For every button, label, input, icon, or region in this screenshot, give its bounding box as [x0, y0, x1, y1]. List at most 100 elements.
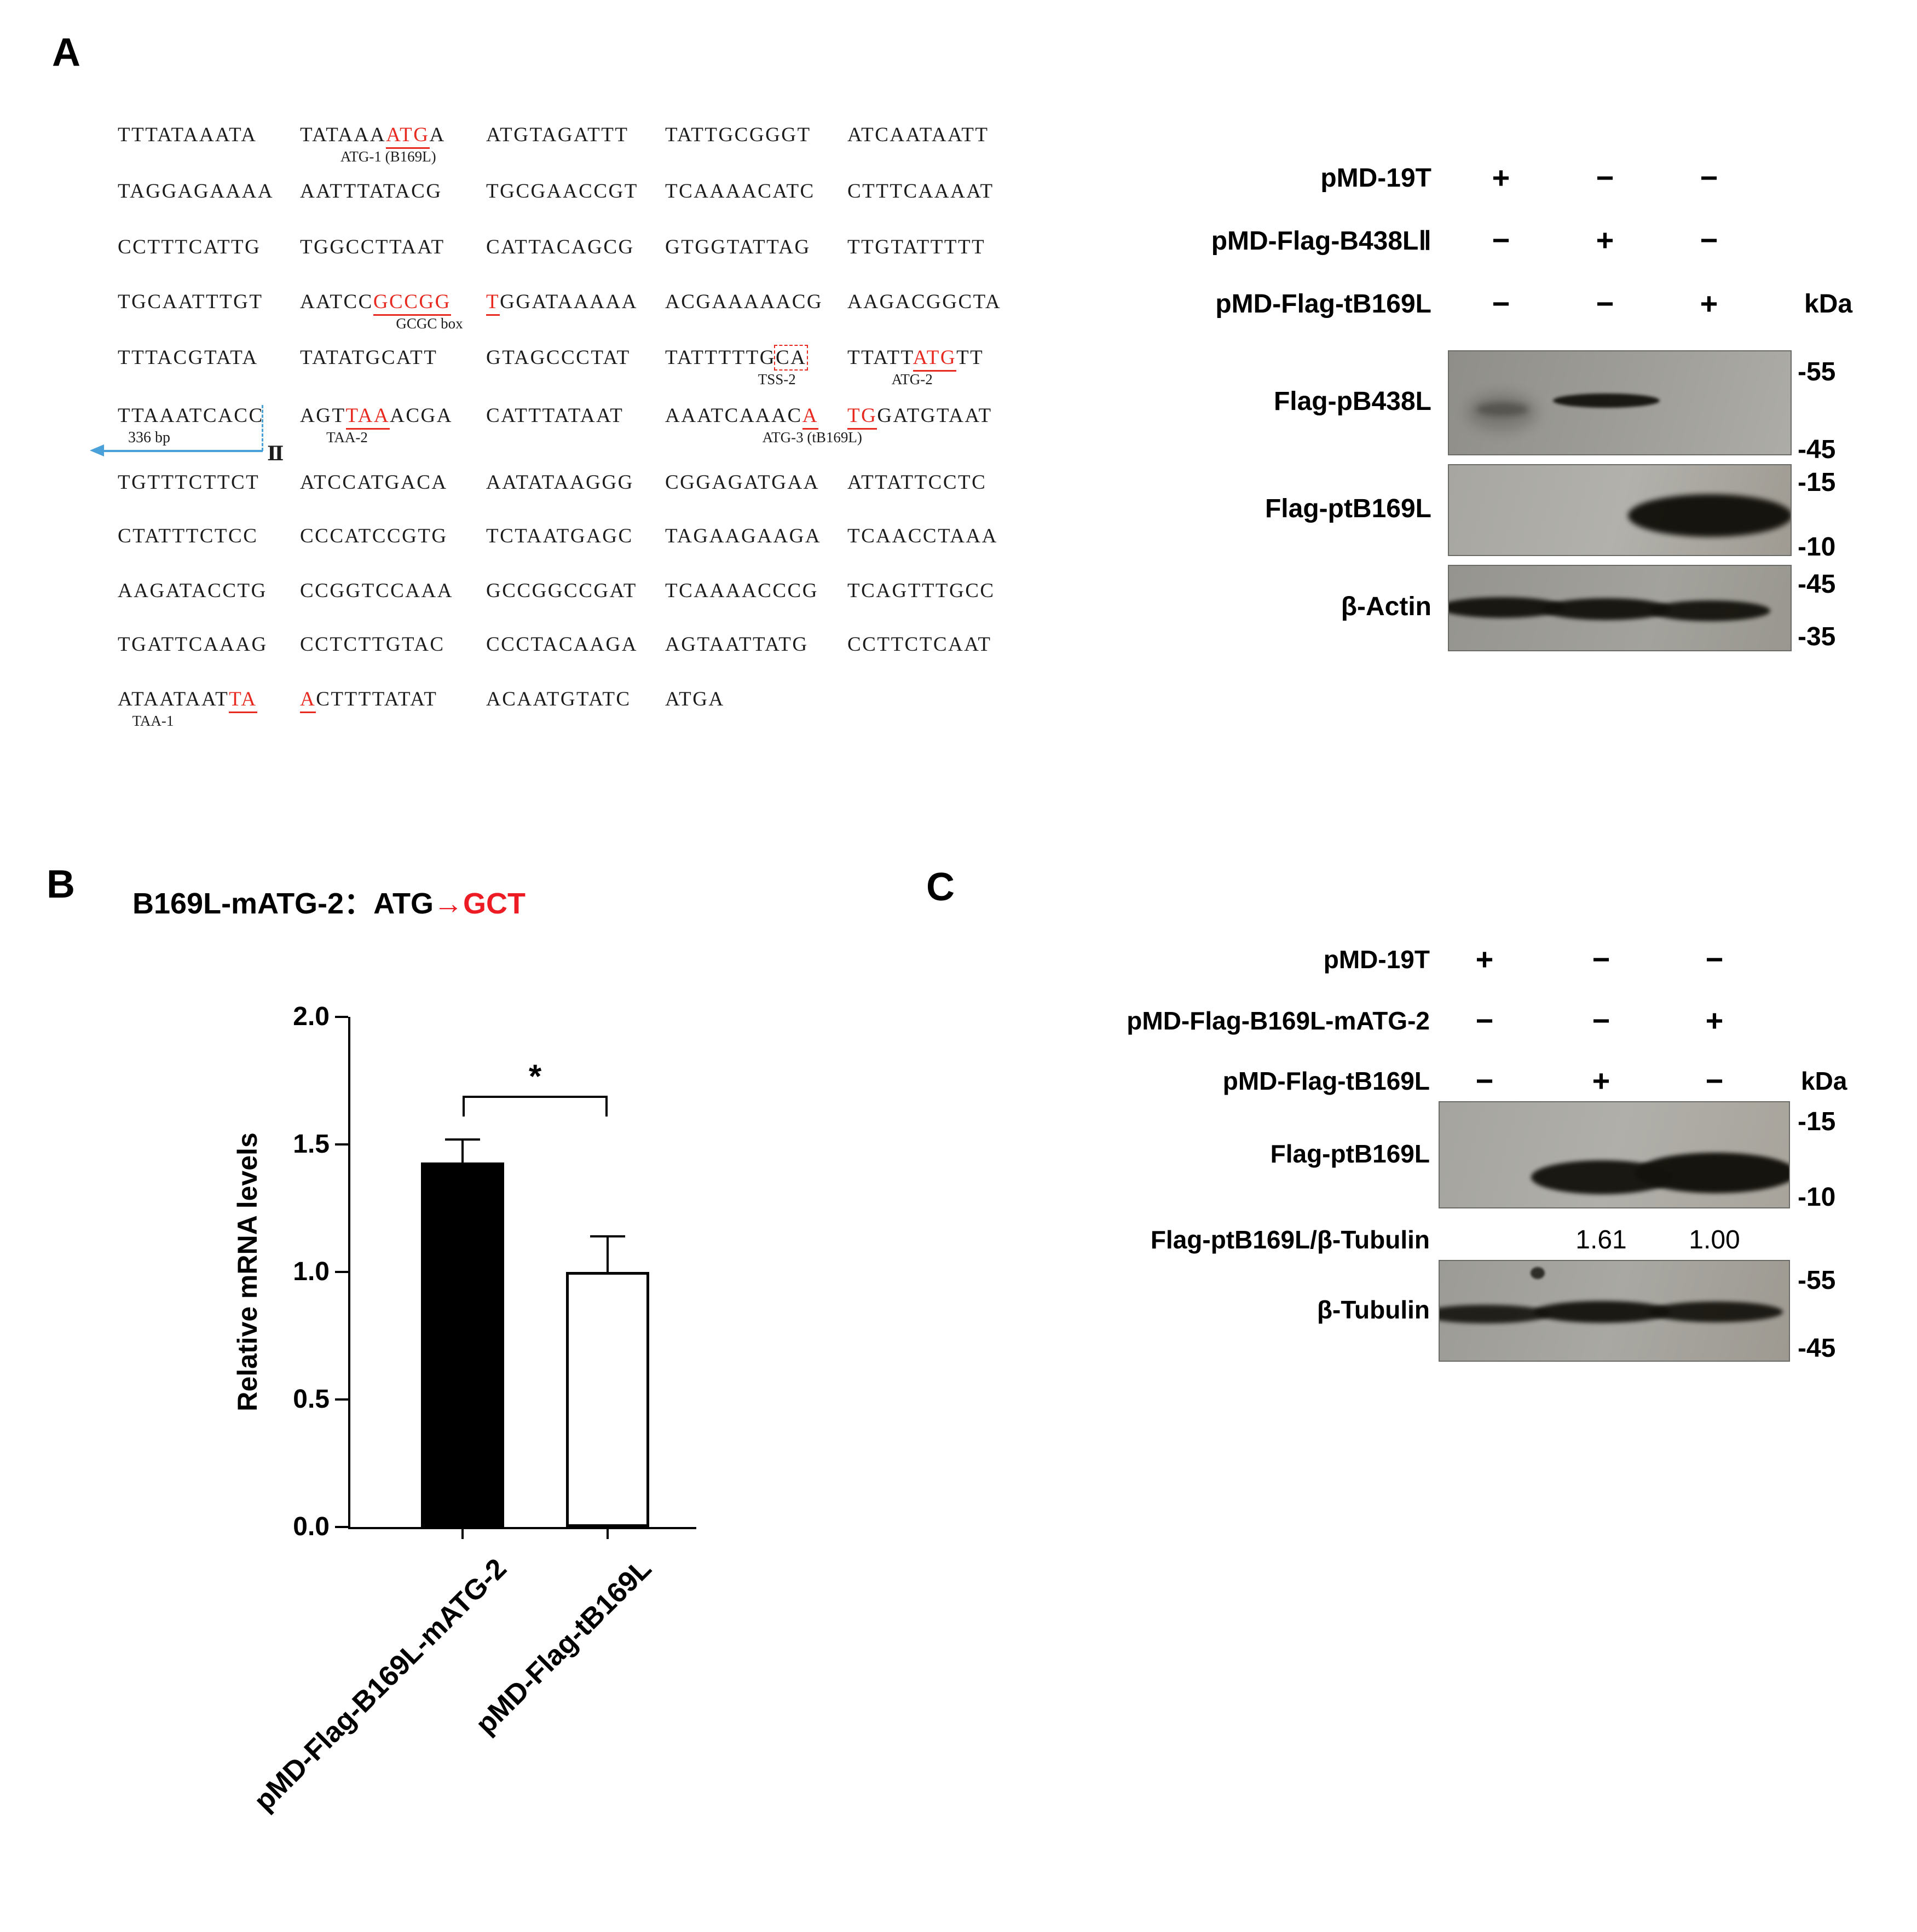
bases: CCCATCCGTG	[300, 525, 448, 547]
sequence-group: AGTTAAACGA	[300, 404, 453, 430]
blot-membrane	[1439, 1260, 1790, 1362]
bases: AAGACGGCTA	[847, 291, 1002, 313]
sequence-group: TGCAATTTGT	[118, 290, 263, 314]
lane-symbol: −	[1475, 1063, 1494, 1098]
bases: ACAATGTATC	[486, 688, 631, 710]
sequence-group: AATATAAGGG	[486, 471, 634, 494]
lane-symbol: −	[1700, 223, 1718, 257]
bases: CCTTTCATTG	[118, 236, 261, 258]
blot-target-label: Flag-ptB169L	[1264, 494, 1431, 523]
bases: ACGA	[390, 404, 453, 427]
highlighted-bases: TA	[229, 688, 257, 713]
bases: TAGGAGAAAA	[118, 180, 274, 203]
mw-marker-top: -55	[1798, 1266, 1836, 1295]
sequence-annotation: ATG-3 (tB169L)	[762, 429, 862, 446]
x-tick	[461, 1529, 464, 1539]
sequence-group: AGTAATTATG	[665, 633, 809, 656]
sequence-group: CATTTATAAT	[486, 404, 623, 427]
sequence-annotation: TAA-2	[326, 429, 368, 446]
chart-title-arrow: →	[434, 887, 464, 920]
assay-row-label: pMD-19T	[1323, 945, 1430, 974]
sequence-group: TGTTTCTTCT	[118, 471, 259, 494]
lane-symbol: −	[1492, 223, 1510, 257]
highlighted-bases: ATG	[386, 124, 430, 149]
bases: TGCGAACCGT	[486, 180, 638, 203]
lane-symbol: +	[1492, 160, 1510, 195]
protein-band	[1628, 494, 1791, 537]
sequence-group: TGCGAACCGT	[486, 180, 638, 203]
bases: GATGTAAT	[877, 404, 992, 427]
lane-symbol: +	[1705, 1003, 1724, 1038]
sequence-annotation: TAA-1	[132, 713, 174, 729]
mw-marker-top: -15	[1798, 468, 1836, 497]
sequence-group: CTTTCAAAAT	[847, 180, 994, 203]
fragment-length-label: 336 bp	[128, 429, 170, 446]
x-tick	[607, 1529, 609, 1539]
mw-marker-bottom: -10	[1798, 1183, 1836, 1212]
lane-symbol: −	[1705, 1063, 1724, 1098]
protein-band	[1476, 402, 1528, 417]
blot-target-label: β-Actin	[1341, 592, 1431, 621]
mw-marker-top: -55	[1798, 357, 1836, 386]
mw-marker-top: -15	[1798, 1107, 1836, 1136]
highlighted-bases: A	[802, 404, 818, 430]
y-tick	[335, 1526, 348, 1528]
protein-band	[1440, 1304, 1550, 1323]
mw-marker-bottom: -10	[1798, 533, 1836, 562]
sequence-group: TATATGCATT	[300, 346, 437, 369]
bases: ATCAATAATT	[847, 124, 989, 146]
bases: CGGAGATGAA	[665, 471, 819, 494]
blot-target-label: Flag-ptB169L	[1270, 1139, 1430, 1168]
kda-label: kDa	[1804, 290, 1853, 319]
bases: TATTGCGGGT	[665, 124, 811, 146]
sequence-group: TCAAAACATC	[665, 180, 815, 203]
mw-marker-bottom: -45	[1798, 1334, 1836, 1363]
bases: TCAGTTTGCC	[847, 580, 995, 602]
protein-band	[1531, 1267, 1545, 1280]
kda-label: kDa	[1801, 1067, 1847, 1095]
y-axis	[348, 1017, 350, 1529]
bases: TTATT	[847, 346, 913, 369]
panel-a-label: A	[52, 31, 80, 74]
assay-row-label: pMD-19T	[1320, 164, 1431, 193]
protein-band	[1552, 394, 1660, 408]
bases: TCAAAACCCG	[665, 580, 818, 602]
left-arrow-head-icon	[90, 444, 104, 456]
x-axis	[348, 1527, 696, 1529]
bases: TCAAAACATC	[665, 180, 815, 203]
mw-marker-bottom: -35	[1798, 622, 1836, 651]
bases: TT	[956, 346, 984, 369]
bases: TCTAATGAGC	[486, 525, 633, 547]
fragment-ii-label: Ⅱ	[267, 443, 284, 465]
blot-membrane	[1448, 464, 1792, 556]
bases: TGTTTCTTCT	[118, 471, 260, 494]
bases: TGCAATTTGT	[118, 291, 263, 313]
blot-target-label: Flag-pB438L	[1273, 387, 1431, 416]
bases: CTATTTCTCC	[118, 525, 258, 547]
ratio-label: Flag-ptB169L/β-Tubulin	[1150, 1225, 1430, 1254]
bases: AATATAAGGG	[486, 471, 634, 494]
blot-membrane	[1448, 565, 1792, 651]
error-bar-line	[461, 1139, 464, 1162]
bases: CCCTACAAGA	[486, 633, 638, 656]
sequence-group: TGGATAAAAA	[486, 290, 638, 316]
sequence-group: TTTACGTATA	[118, 346, 258, 369]
sequence-group: TTGTATTTTT	[847, 235, 985, 259]
sequence-group: TTTATAAATA	[118, 123, 257, 147]
sequence-group: TGATTCAAAG	[118, 633, 268, 656]
lane-symbol: +	[1592, 1063, 1610, 1098]
lane-symbol: −	[1705, 942, 1724, 976]
bases: CCTTCTCAAT	[847, 633, 992, 656]
bases: TATATGCATT	[300, 346, 438, 369]
y-tick	[335, 1271, 348, 1273]
sequence-group: CATTACAGCG	[486, 235, 634, 259]
sequence-group: TGGATGTAAT	[847, 404, 992, 430]
y-tick-label: 2.0	[293, 1002, 330, 1031]
panel-c-label: C	[926, 865, 955, 909]
sequence-group: TCTAATGAGC	[486, 524, 633, 548]
sequence-group: CCCATCCGTG	[300, 524, 448, 548]
bases: CATTACAGCG	[486, 236, 634, 258]
sequence-group: CCTTCTCAAT	[847, 633, 991, 656]
bases: CTTTTATAT	[316, 688, 438, 710]
